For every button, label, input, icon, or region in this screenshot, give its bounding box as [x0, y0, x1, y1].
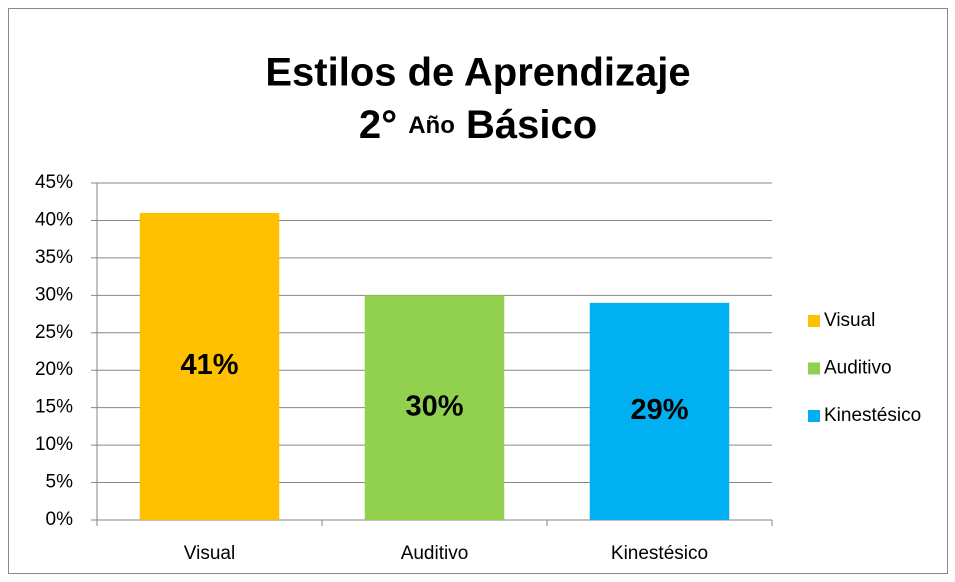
legend-label: Kinestésico — [824, 405, 921, 426]
y-tick-label: 0% — [46, 509, 74, 530]
y-tick-label: 20% — [35, 359, 73, 380]
y-tick-label: 45% — [35, 172, 73, 193]
legend-swatch — [808, 315, 820, 327]
x-tick-label: Kinestésico — [611, 543, 708, 564]
legend-label: Auditivo — [824, 358, 892, 379]
data-label: 41% — [180, 349, 238, 381]
bar — [139, 212, 280, 520]
data-label: 29% — [630, 394, 688, 426]
subtitle-part: 2° — [359, 103, 397, 147]
y-tick-label: 15% — [35, 397, 73, 418]
chart-title: Estilos de Aprendizaje — [265, 51, 690, 95]
data-label: 30% — [405, 390, 463, 422]
subtitle-part: Básico — [466, 103, 597, 147]
y-tick-label: 5% — [46, 472, 74, 493]
y-tick-label: 25% — [35, 322, 73, 343]
bar — [589, 302, 730, 520]
x-tick-label: Visual — [184, 543, 235, 564]
subtitle-part: Año — [408, 112, 455, 139]
legend-label: Visual — [824, 310, 875, 331]
y-tick-label: 10% — [35, 434, 73, 455]
bar — [364, 295, 505, 520]
legend-swatch — [808, 410, 820, 422]
y-tick-label: 35% — [35, 247, 73, 268]
y-tick-label: 40% — [35, 209, 73, 230]
chart-subtitle: 2° Año Básico — [359, 103, 597, 147]
x-tick-label: Auditivo — [401, 543, 469, 564]
y-tick-label: 30% — [35, 284, 73, 305]
legend-swatch — [808, 362, 820, 375]
